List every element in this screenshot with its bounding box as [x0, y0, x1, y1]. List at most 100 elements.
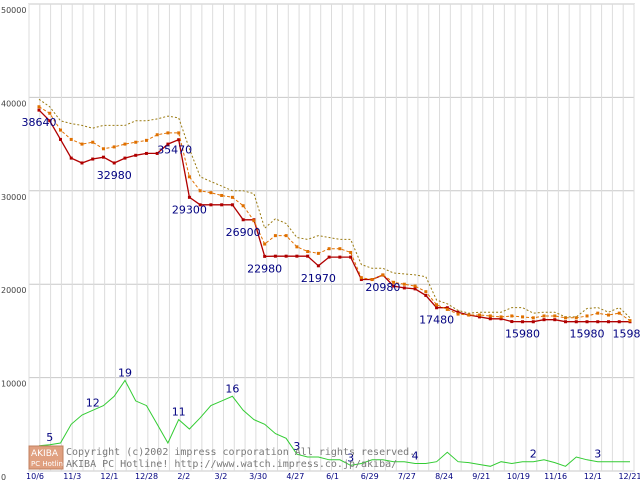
- avg_price-point: [542, 314, 546, 318]
- avg_price-point: [252, 219, 256, 223]
- min_price-point: [91, 157, 95, 161]
- logo: AKIBA PC Hotline!: [28, 445, 70, 470]
- x-tick-label: 9/21: [472, 472, 490, 480]
- price-label: 17480: [419, 314, 454, 327]
- avg_price-point: [58, 128, 62, 132]
- y-tick-label: 20000: [1, 286, 26, 295]
- min_price-point: [574, 320, 578, 324]
- min_price-point: [37, 108, 41, 112]
- min_price-point: [585, 320, 589, 324]
- min_price-point: [359, 278, 363, 282]
- price-label: 35470: [157, 144, 192, 157]
- avg_price-point: [467, 313, 471, 317]
- avg_price-point: [488, 314, 492, 318]
- min_price-point: [392, 284, 396, 288]
- x-tick-label: 4/27: [286, 472, 304, 480]
- min_price-point: [284, 254, 288, 258]
- price-label: 26900: [226, 226, 261, 239]
- avg_price-point: [220, 193, 224, 197]
- y-axis: 0 10000 20000 30000 40000 50000: [1, 6, 26, 480]
- avg_price-point: [316, 251, 320, 255]
- min_price-point: [488, 317, 492, 321]
- x-tick-label: 10/19: [507, 472, 530, 480]
- x-tick-label: 3/30: [249, 472, 267, 480]
- min_price-point: [220, 203, 224, 207]
- avg_price-point: [327, 247, 331, 251]
- min_price-line: [38, 109, 630, 323]
- avg_price-point: [134, 140, 138, 144]
- min_price-point: [553, 318, 557, 322]
- x-tick-label: 12/1: [100, 472, 118, 480]
- avg_price-point: [564, 316, 568, 320]
- avg_price-point: [91, 140, 95, 144]
- min_price-point: [510, 320, 514, 324]
- min_price-point: [295, 254, 299, 258]
- avg_price-point: [123, 142, 127, 146]
- avg_price-point: [101, 147, 105, 151]
- data-labels: 38640 32980 35470 29300 26900 22980 21970 20980…: [22, 116, 640, 464]
- min_price-point: [230, 203, 234, 207]
- x-tick-label: 2/2: [177, 472, 190, 480]
- min_price-point: [424, 293, 428, 297]
- avg_price-point: [69, 137, 73, 141]
- min_price-point: [316, 264, 320, 268]
- min_price-point: [263, 254, 267, 258]
- logo-top-text: AKIBA: [31, 449, 59, 459]
- avg_price-point: [521, 315, 525, 319]
- avg_price-point: [531, 316, 535, 320]
- min_price-point: [413, 287, 417, 291]
- min_price-point: [456, 310, 460, 314]
- shop_count-line: [38, 379, 630, 467]
- x-tick-label: 11/3: [63, 472, 81, 480]
- min_price-point: [48, 119, 52, 123]
- min_price-point: [80, 161, 84, 165]
- min_price-point: [499, 317, 503, 321]
- series-layer: [37, 98, 632, 467]
- x-tick-label: 6/1: [326, 472, 339, 480]
- avg_price-point: [413, 284, 417, 288]
- x-tick-label: 8/24: [435, 472, 453, 480]
- avg_price-point: [112, 145, 116, 149]
- price-label: 38640: [22, 116, 57, 129]
- count-label: 3: [293, 440, 300, 453]
- min_price-point: [521, 320, 525, 324]
- avg_price-point: [359, 276, 363, 280]
- avg_price-point: [510, 314, 514, 318]
- avg_price-point: [392, 280, 396, 284]
- avg_price-point: [144, 138, 148, 142]
- min_price-point: [607, 320, 611, 324]
- avg_price-point: [198, 189, 202, 193]
- avg_price-point: [402, 282, 406, 286]
- min_price-point: [101, 155, 105, 159]
- count-label: 4: [412, 450, 419, 463]
- avg_price-line: [38, 106, 631, 322]
- avg_price-point: [607, 313, 611, 317]
- avg_price-point: [263, 242, 267, 246]
- avg_price-point: [585, 314, 589, 318]
- min_price-point: [617, 320, 621, 324]
- avg_price-point: [230, 195, 234, 199]
- avg_price-point: [306, 250, 310, 254]
- avg_price-point: [445, 307, 449, 311]
- avg_price-point: [284, 234, 288, 238]
- x-tick-label: 6/29: [361, 472, 379, 480]
- min_price-point: [241, 218, 245, 222]
- y-tick-label: 10000: [1, 380, 26, 389]
- y-tick-label: 30000: [1, 193, 26, 202]
- min_price-point: [564, 320, 568, 324]
- x-tick-label: 11/16: [544, 472, 567, 480]
- x-tick-label: 12/1: [584, 472, 602, 480]
- avg_price-point: [209, 191, 213, 195]
- price-label: 15980: [570, 328, 605, 341]
- price-label: 21970: [301, 272, 336, 285]
- copyright-watermark: Copyright (c)2002 impress corporation Al…: [66, 447, 415, 458]
- avg_price-point: [241, 204, 245, 208]
- min_price-point: [349, 255, 353, 259]
- avg_price-point: [553, 314, 557, 318]
- avg_price-point: [370, 278, 374, 282]
- min_price-point: [327, 255, 331, 259]
- min_price-point: [58, 137, 62, 141]
- x-tick-label: 10/6: [26, 472, 44, 480]
- min_price-point: [306, 254, 310, 258]
